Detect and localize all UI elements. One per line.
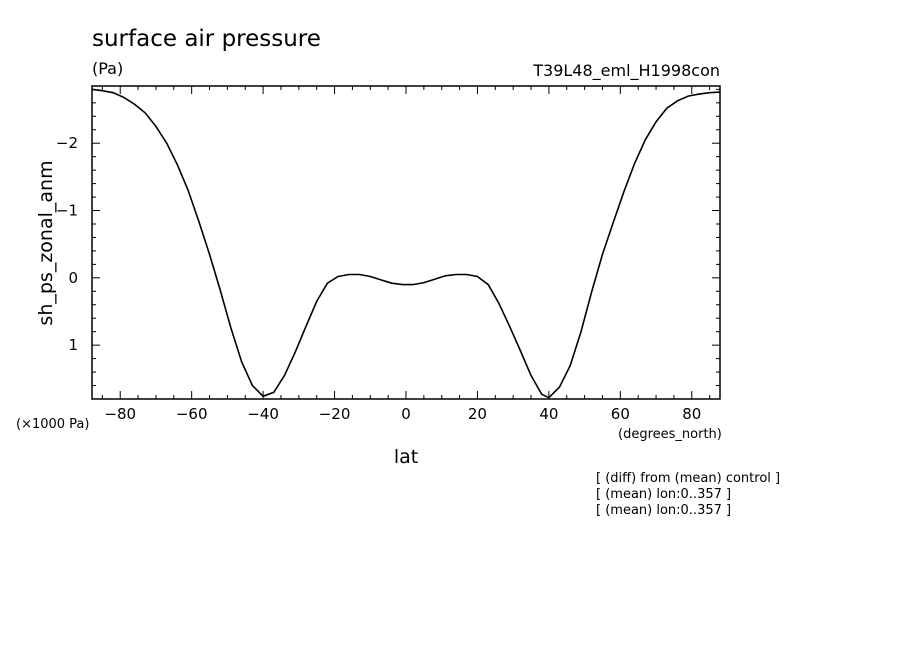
note-diff: [ (diff) from (mean) control ]	[596, 471, 780, 486]
x-tick-label: 60	[611, 405, 630, 423]
x-tick-label: 0	[401, 405, 411, 423]
chart-title: surface air pressure	[92, 26, 321, 52]
experiment-label: T39L48_eml_H1998con	[532, 61, 720, 81]
note-mean-lon-2: [ (mean) lon:0..357 ]	[596, 503, 731, 518]
x-tick-label: −80	[104, 405, 136, 423]
series-line	[91, 88, 721, 399]
note-mean-lon-1: [ (mean) lon:0..357 ]	[596, 487, 731, 502]
x-tick-label: 80	[682, 405, 701, 423]
y-tick-label: 0	[68, 269, 78, 287]
x-tick-label: −60	[176, 405, 208, 423]
x-tick-label: 20	[468, 405, 487, 423]
x-tick-label: 40	[539, 405, 558, 423]
plot-frame	[91, 85, 721, 400]
x-axis-label: lat	[394, 446, 418, 468]
x-units-label: (degrees_north)	[618, 427, 722, 442]
y-tick-label: 1	[68, 336, 78, 354]
y-axis-label: sh_ps_zonal_anm	[35, 160, 57, 325]
y-tick-label: −1	[56, 202, 78, 220]
chart-units: (Pa)	[92, 59, 123, 78]
tick-labels: −80 −60 −40 −20 0 20 40 60 80 −2 −1 0 1	[56, 134, 701, 423]
x-tick-label: −20	[319, 405, 351, 423]
x-tick-label: −40	[247, 405, 279, 423]
y-tick-label: −2	[56, 134, 78, 152]
y-scale-note: (×1000 Pa)	[16, 417, 89, 432]
